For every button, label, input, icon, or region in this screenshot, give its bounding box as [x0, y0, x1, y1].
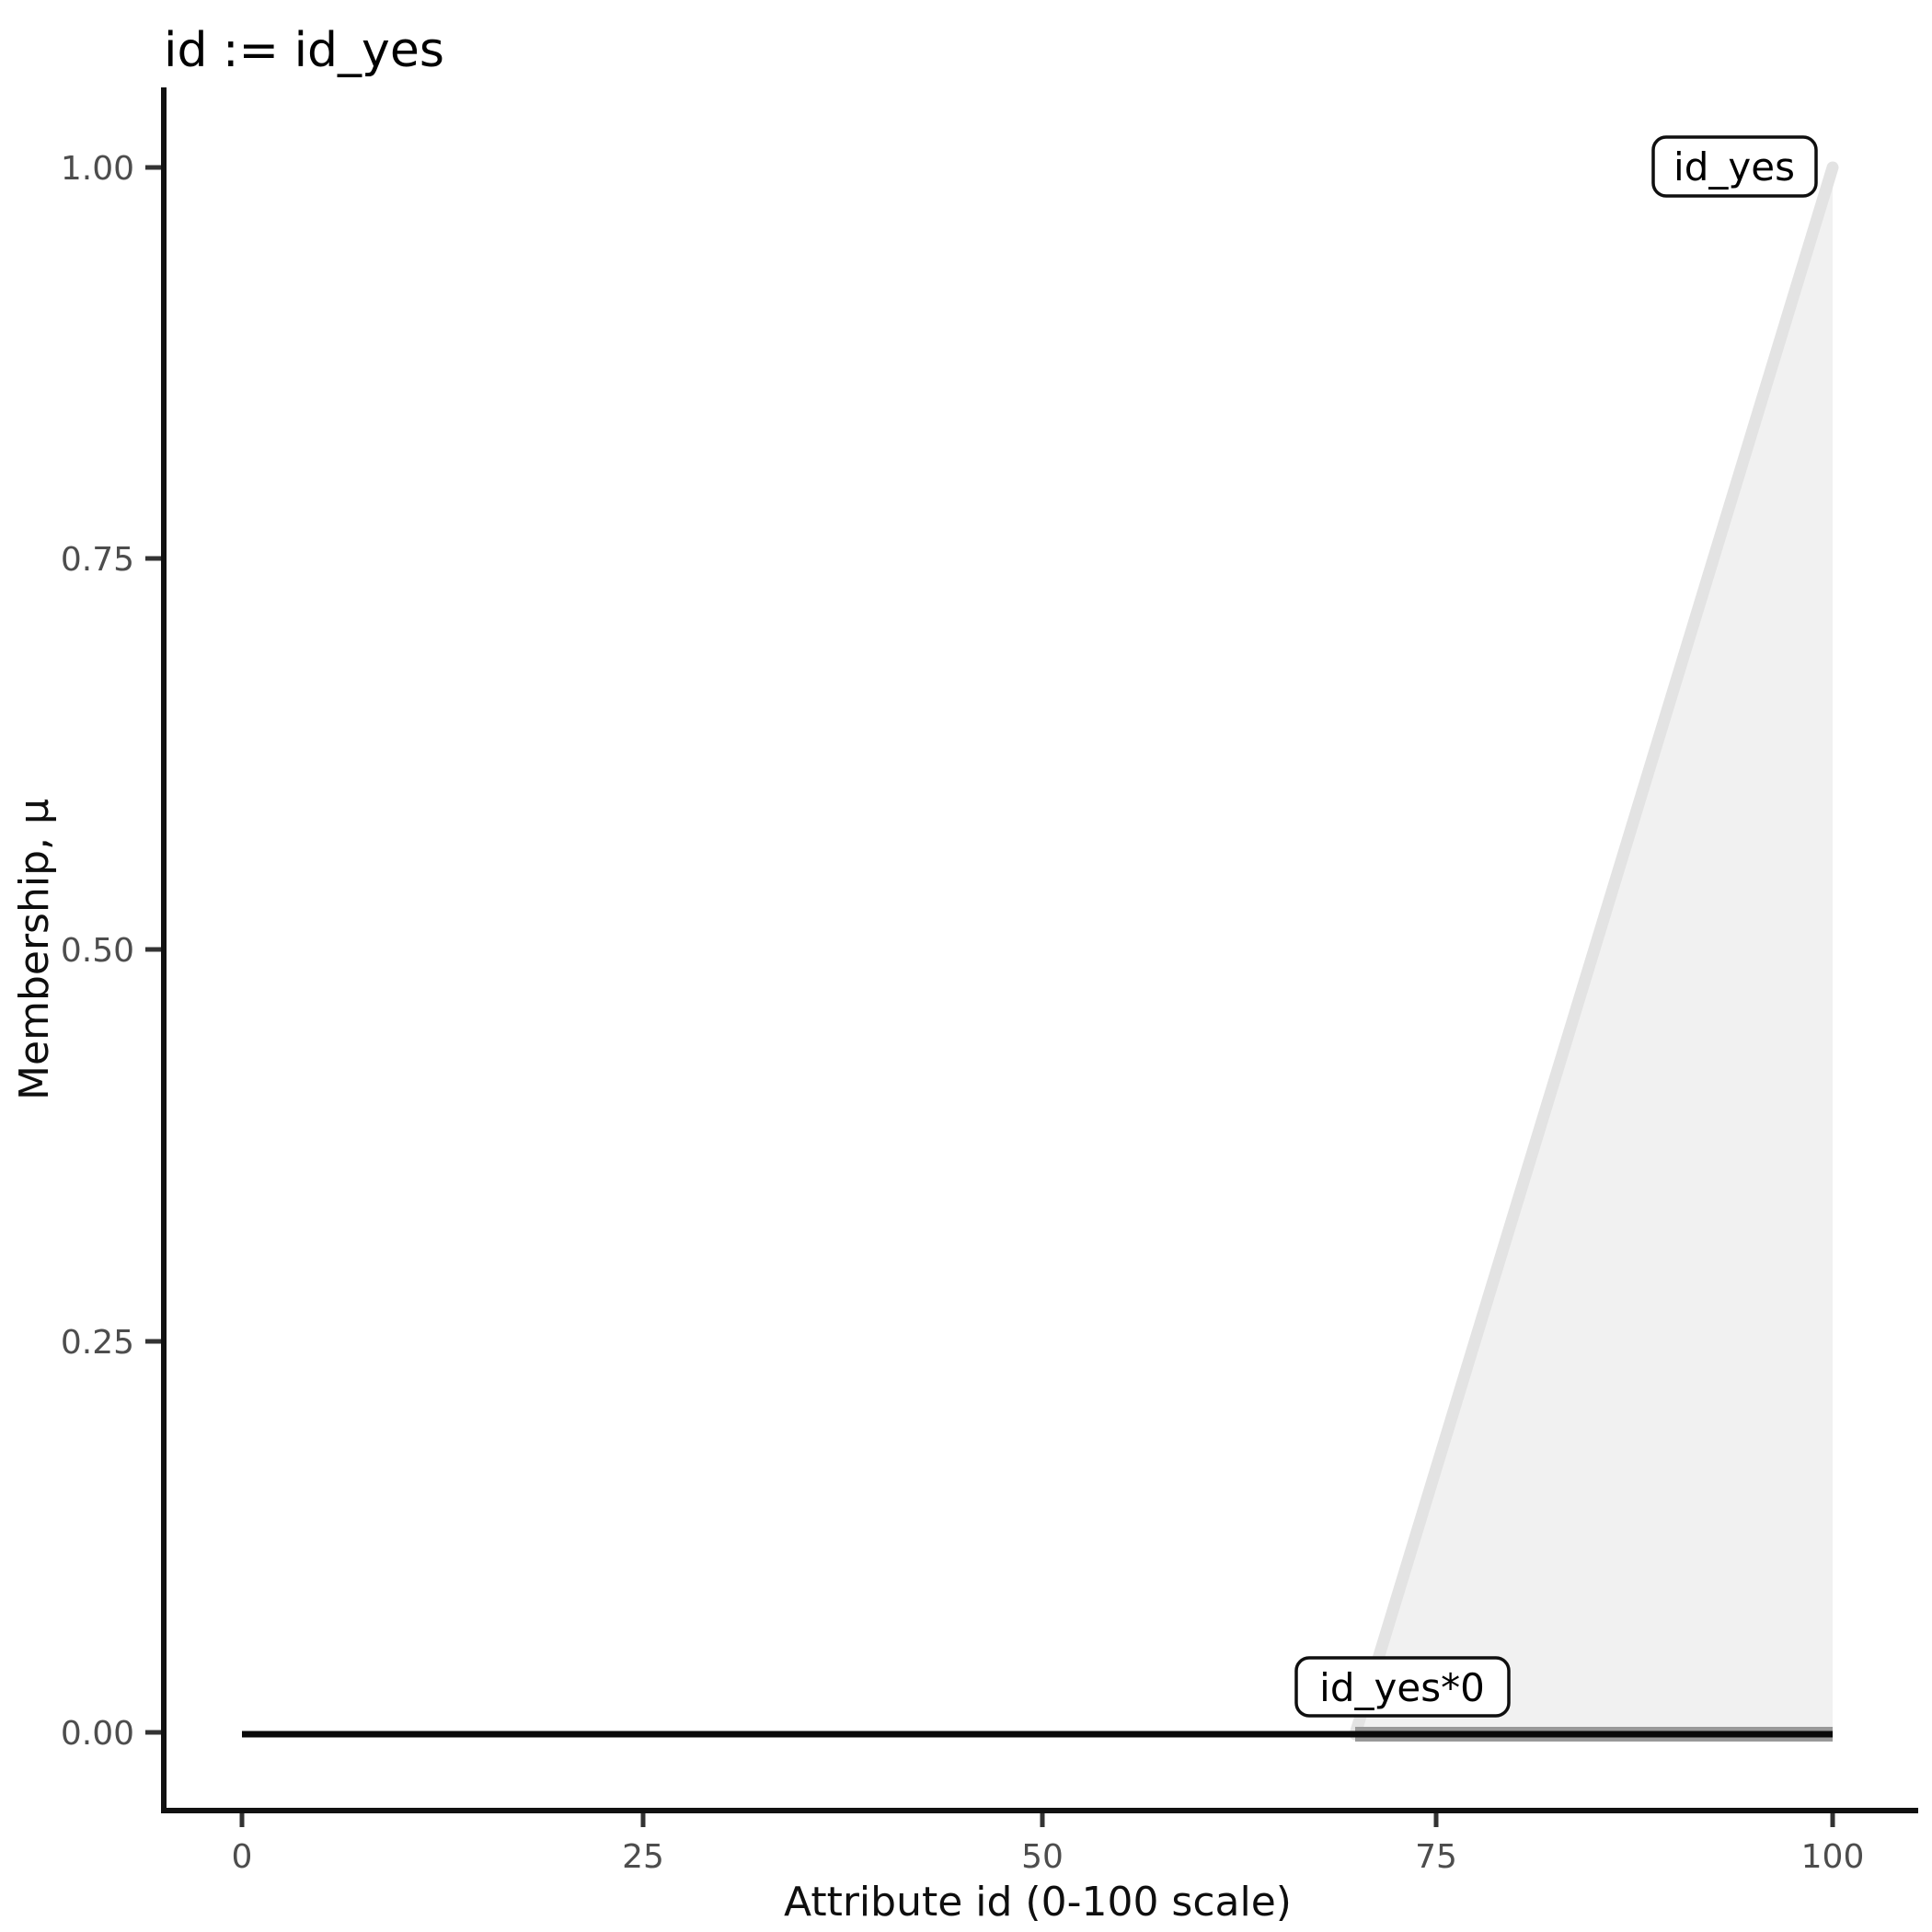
x-tick-labels: 0 25 50 75 100 [232, 1838, 1865, 1876]
y-tick-labels: 0.00 0.25 0.50 0.75 1.00 [61, 150, 134, 1753]
x-axis-title: Attribute id (0-100 scale) [784, 1879, 1292, 1926]
x-tick-label: 75 [1415, 1838, 1457, 1876]
annotation-id-yes-times-0: id_yes*0 [1294, 1656, 1511, 1718]
y-axis-title: Membership, μ [11, 799, 58, 1100]
annotation-id-yes: id_yes [1651, 135, 1818, 198]
x-tick-marks [239, 1813, 1835, 1827]
annotation-label-id-yes: id_yes [1673, 144, 1795, 190]
x-tick-label: 50 [1021, 1838, 1064, 1876]
x-tick-label: 25 [622, 1838, 664, 1876]
y-tick-marks [145, 165, 161, 1735]
x-tick-label: 100 [1801, 1838, 1865, 1876]
plot-title: id := id_yes [164, 23, 444, 78]
y-tick-label: 0.00 [61, 1715, 134, 1753]
y-tick-label: 0.25 [61, 1324, 134, 1362]
x-tick-label: 0 [232, 1838, 253, 1876]
y-tick-label: 0.50 [61, 932, 134, 970]
y-tick-label: 1.00 [61, 150, 134, 188]
y-tick-label: 0.75 [61, 541, 134, 579]
annotation-box-id-yes [1651, 135, 1818, 198]
annotation-label-id-yes-times-0: id_yes*0 [1319, 1665, 1485, 1710]
membership-line-id-yes [1349, 161, 1839, 1741]
annotation-box-id-yes-times-0 [1294, 1656, 1511, 1718]
